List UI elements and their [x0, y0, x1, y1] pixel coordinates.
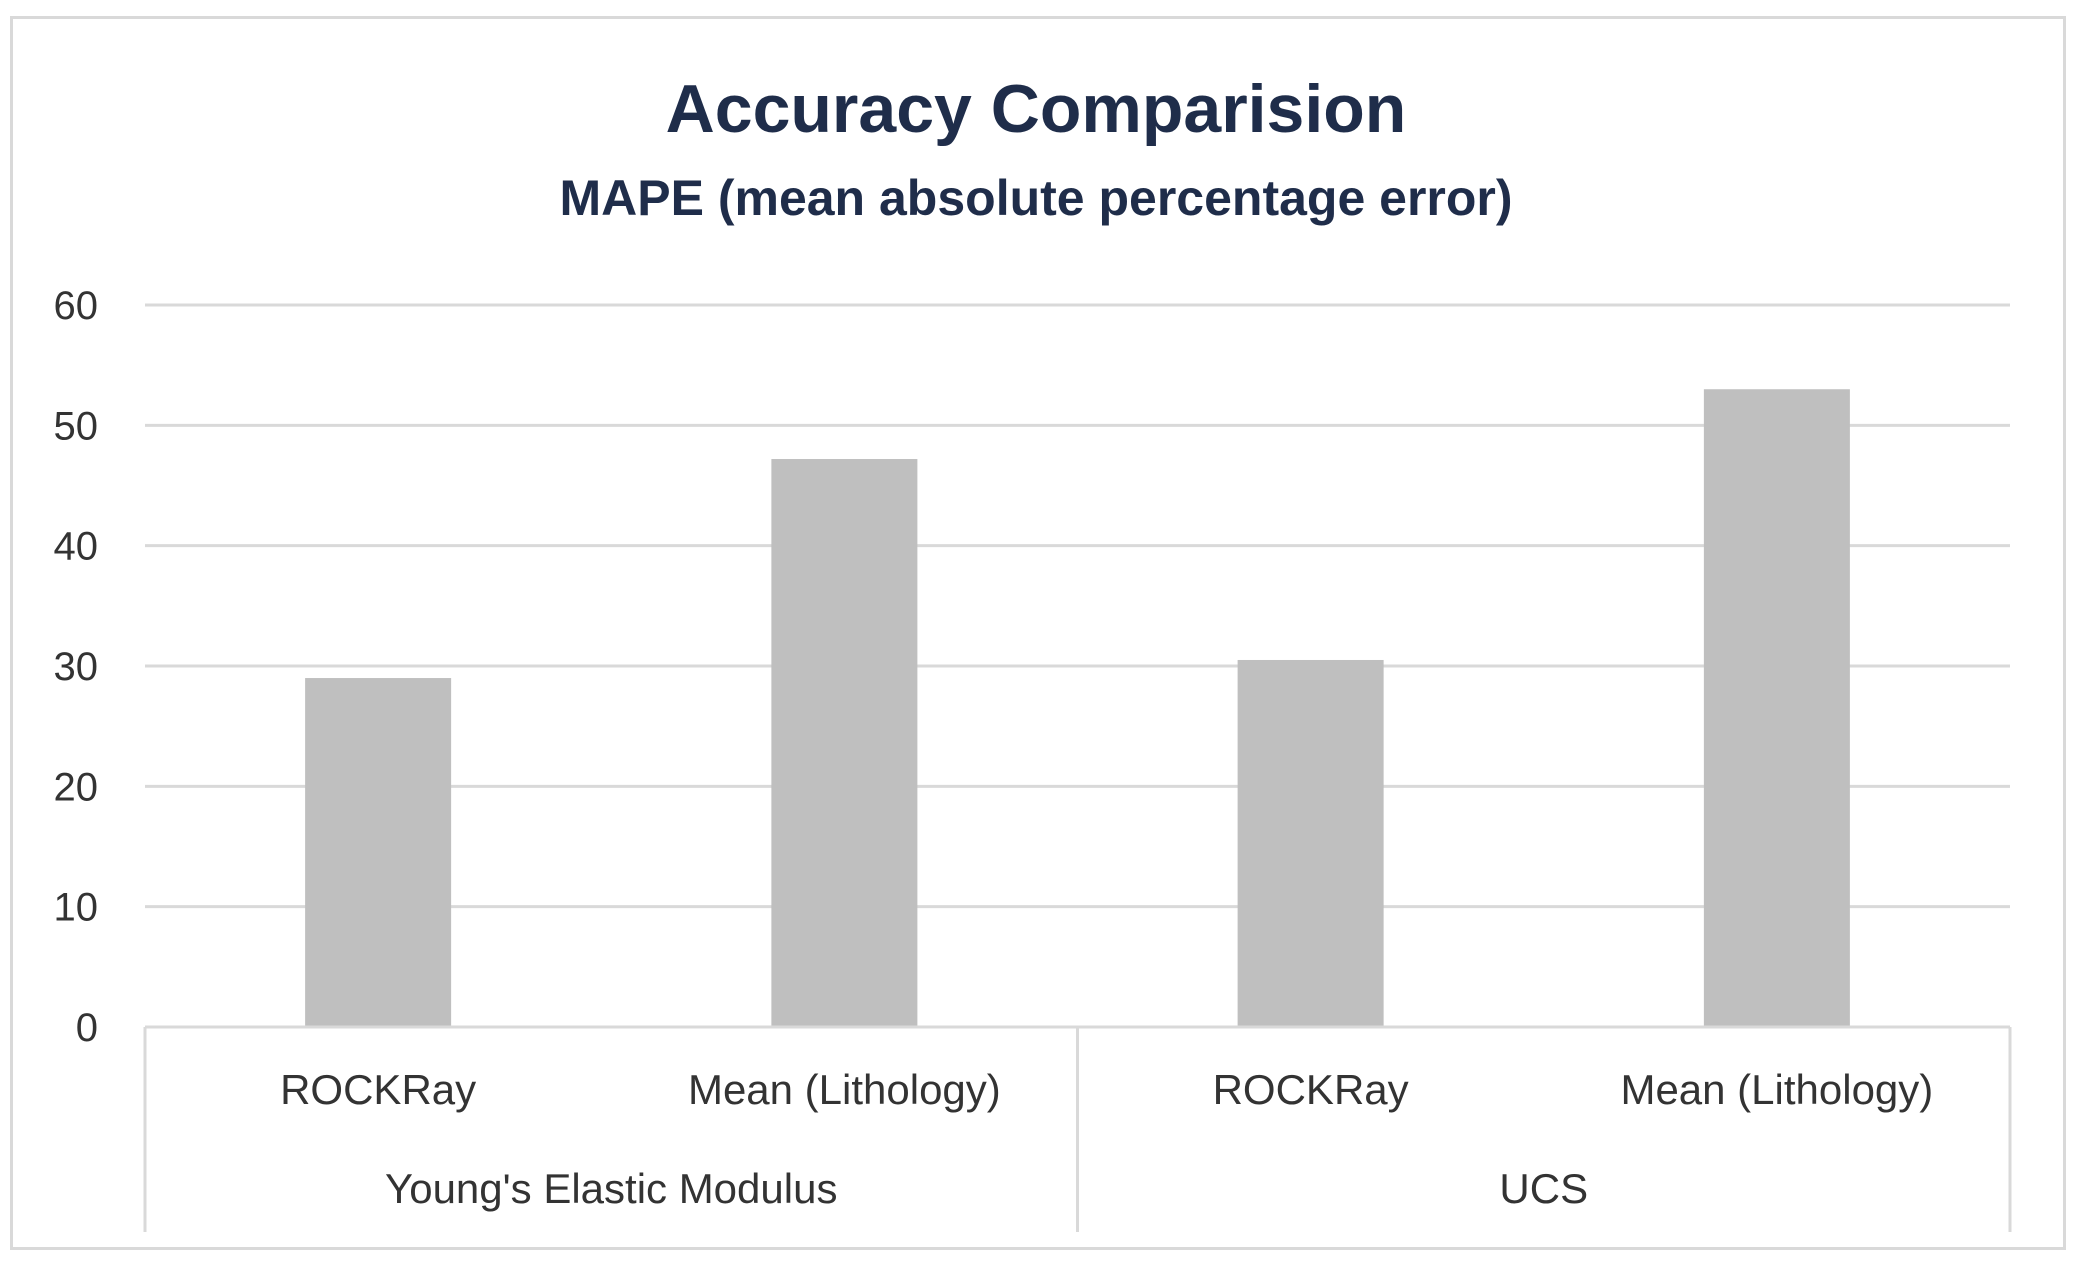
bar [1237, 659, 1384, 1027]
y-tick-label: 30 [54, 645, 99, 689]
y-tick-label: 20 [54, 765, 99, 809]
chart-title: Accuracy Comparision [666, 71, 1407, 147]
y-tick-label: 50 [54, 404, 99, 448]
bar [305, 678, 452, 1027]
x-axis [143, 1025, 2012, 1232]
x-category-label: ROCKRay [280, 1066, 476, 1113]
x-category-label: ROCKRay [1213, 1066, 1409, 1113]
x-category-label: Mean (Lithology) [688, 1066, 1001, 1113]
x-group-label: Young's Elastic Modulus [385, 1165, 837, 1212]
y-tick-label: 0 [76, 1006, 98, 1050]
x-axis-labels: ROCKRay Mean (Lithology) Young's Elastic M… [280, 1066, 1933, 1212]
bars [305, 389, 1850, 1027]
y-tick-label: 10 [54, 886, 99, 930]
bar [1703, 389, 1850, 1027]
x-group-label: UCS [1499, 1165, 1588, 1212]
x-category-label: Mean (Lithology) [1620, 1066, 1933, 1113]
chart-subtitle: MAPE (mean absolute percentage error) [559, 170, 1512, 226]
gridlines [145, 303, 2010, 909]
y-axis-tick-labels: 0 10 20 30 40 50 60 [54, 284, 99, 1050]
y-tick-label: 60 [54, 284, 99, 328]
bar [771, 459, 918, 1027]
y-tick-label: 40 [54, 525, 99, 569]
